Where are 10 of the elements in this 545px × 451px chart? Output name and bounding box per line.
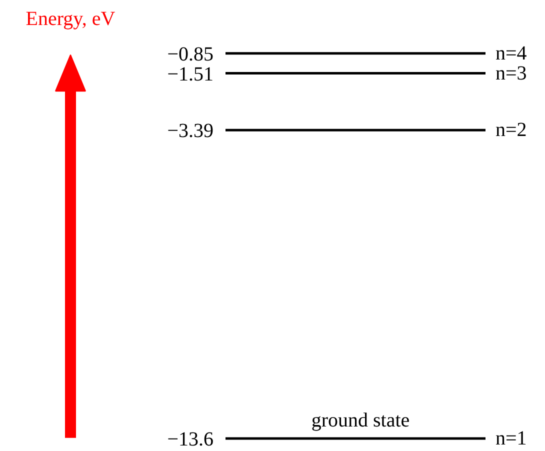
data-label: −0.85	[167, 43, 214, 66]
category-label: n=1	[496, 428, 527, 450]
category-label: n=3	[496, 62, 527, 84]
text: ground state	[311, 410, 410, 432]
category-label: n=2	[496, 119, 527, 142]
data-label: −1.51	[167, 63, 214, 86]
data-label: −3.39	[167, 120, 214, 142]
category-label: n=4	[496, 42, 527, 64]
data-label: −13.6	[167, 428, 214, 451]
text: Energy, eV	[26, 8, 116, 30]
